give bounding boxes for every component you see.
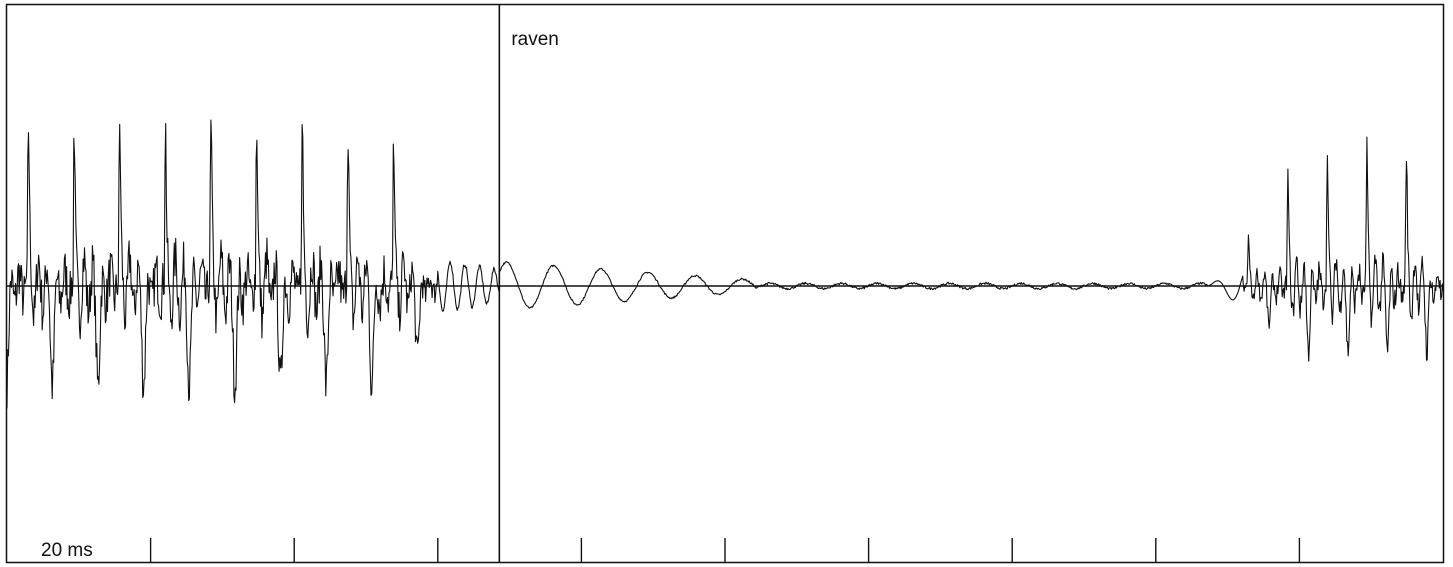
speech-waveform-series xyxy=(6,119,1444,409)
time-ticks xyxy=(149,538,1301,562)
plot-frame xyxy=(5,3,1445,564)
word-label: raven xyxy=(511,29,559,50)
time-scale-label: 20 ms xyxy=(41,540,93,561)
